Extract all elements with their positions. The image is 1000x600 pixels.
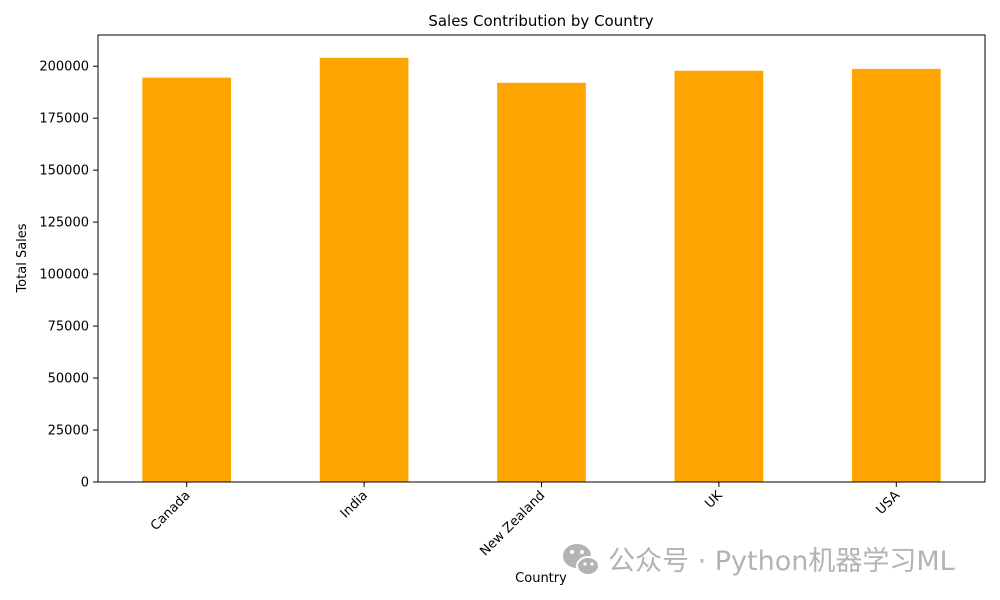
x-tick-label: New Zealand [477, 488, 548, 559]
bar-uk [674, 70, 764, 482]
y-tick-label: 50000 [48, 372, 89, 387]
y-axis-ticks: 0 25000 50000 75000 100000 125000 150000 175000… [39, 60, 98, 491]
y-tick-label: 25000 [48, 424, 89, 439]
y-tick-label: 0 [81, 476, 89, 491]
wechat-icon [563, 544, 600, 576]
y-tick-label: 175000 [39, 112, 89, 127]
bar-india [319, 57, 409, 483]
plot-frame [97, 34, 986, 483]
x-tick-label: USA [873, 488, 903, 518]
y-tick-label: 100000 [39, 268, 89, 283]
y-tick-label: 75000 [48, 320, 89, 335]
x-tick-label: Canada [148, 488, 194, 534]
watermark-text: 公众号 · Python机器学习ML [608, 546, 955, 577]
watermark: 公众号 · Python机器学习ML [563, 544, 955, 577]
bar-canada [142, 77, 232, 482]
y-tick-label: 200000 [39, 60, 89, 75]
y-tick-label: 125000 [39, 216, 89, 231]
y-tick-label: 150000 [39, 164, 89, 179]
bar-usa [851, 68, 941, 482]
x-axis-label: Country [515, 571, 567, 586]
y-axis-label: Total Sales [15, 223, 30, 293]
bars-group [142, 57, 941, 483]
x-tick-label: India [338, 488, 371, 521]
bar-new-zealand [497, 82, 586, 482]
chart-title: Sales Contribution by Country [428, 12, 653, 30]
x-tick-label: UK [702, 488, 726, 512]
